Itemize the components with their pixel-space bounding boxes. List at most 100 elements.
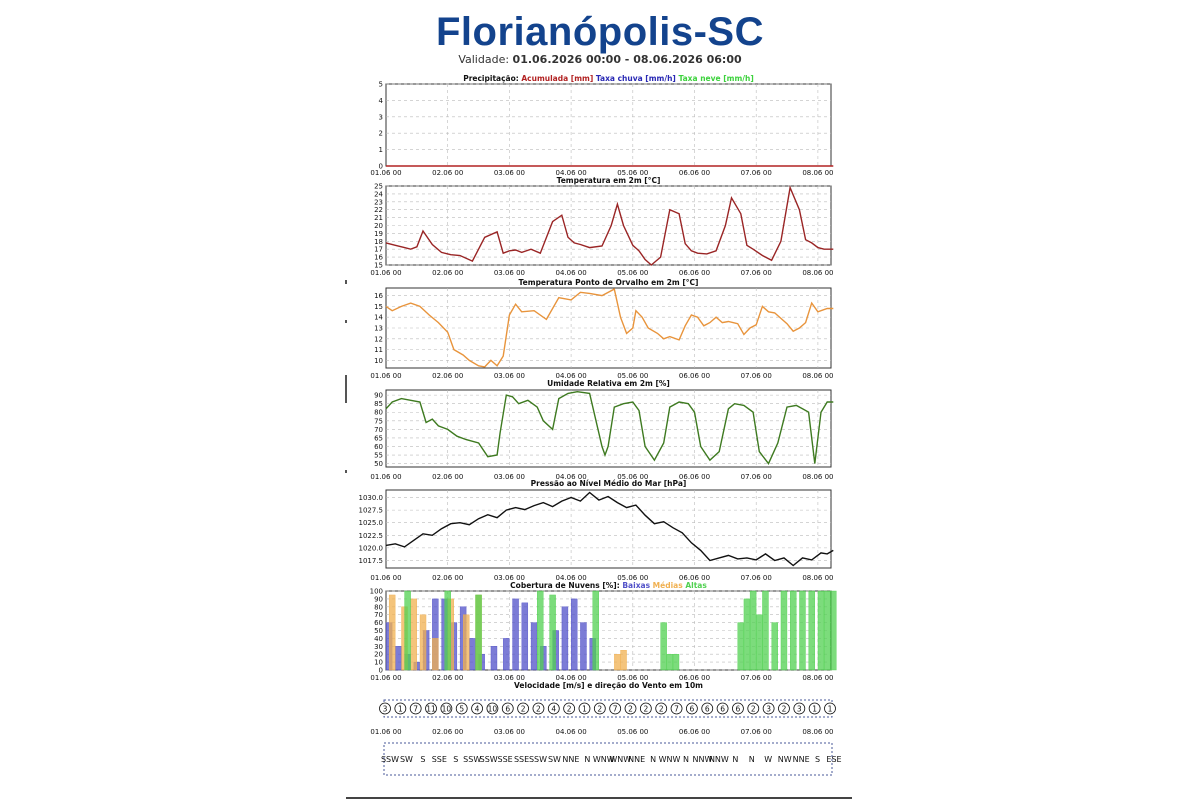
chart-title: Temperatura em 2m [°C] — [557, 176, 661, 185]
cloud-bar — [410, 598, 417, 671]
wind-speed-value: 1 — [828, 705, 833, 714]
cloud-bar — [817, 590, 825, 671]
wind-speed-value: 2 — [597, 705, 602, 714]
wind-speed-value: 1 — [812, 705, 817, 714]
wind-speed-circle — [732, 702, 744, 715]
wind-speed-value: 2 — [521, 705, 526, 714]
wind-speed-circle — [532, 702, 545, 715]
y-tick-label: 10 — [374, 357, 383, 365]
chart-title-part: Altas — [683, 581, 708, 590]
x-tick-label: 05.06 00 — [617, 728, 648, 736]
cloud-bar — [808, 590, 815, 671]
x-tick-label: 02.06 00 — [432, 269, 463, 277]
wind-direction-label: NNW — [709, 755, 729, 764]
x-tick-label: 07.06 00 — [741, 269, 772, 277]
cloud-bar — [512, 598, 519, 671]
chart-title-part: Médias — [650, 581, 683, 590]
y-tick-label: 0 — [379, 163, 383, 171]
cloud-bar — [503, 638, 510, 671]
cloud-bar — [790, 590, 797, 671]
chart-pres: Pressão ao Nível Médio do Mar [hPa] 1017.… — [359, 479, 834, 582]
wind-speed-value: 7 — [613, 705, 618, 714]
y-tick-label: 18 — [374, 238, 383, 246]
wind-speed-value: 2 — [643, 705, 648, 714]
wind-speed-value: 2 — [628, 705, 633, 714]
y-tick-label: 11 — [374, 346, 383, 354]
chart-title-part: Precipitação: — [463, 74, 521, 83]
wind-speed-value: 11 — [426, 705, 436, 714]
side-mark — [345, 280, 347, 284]
y-tick-label: 85 — [374, 400, 383, 408]
cloud-bar — [419, 614, 427, 671]
y-tick-label: 19 — [374, 230, 383, 238]
cloud-bar — [432, 638, 439, 671]
page-title: Florianópolis-SC — [436, 10, 764, 54]
x-tick-label: 04.06 00 — [556, 674, 587, 682]
wind-direction-label: WNW — [609, 755, 631, 764]
wind-speed-value: 1 — [398, 705, 403, 714]
wind-direction-label: SSE — [514, 755, 529, 764]
wind-direction-box — [383, 742, 833, 776]
validity-range: 01.06.2026 00:00 - 08.06.2026 06:00 — [512, 53, 742, 66]
cloud-bar — [395, 646, 402, 671]
wind-speed-circle — [609, 702, 622, 715]
plot-frame — [385, 83, 832, 167]
x-tick-label: 04.06 00 — [556, 574, 587, 582]
x-tick-label: 08.06 00 — [802, 269, 833, 277]
wind-speed-circle — [486, 702, 499, 715]
x-tick-label: 08.06 00 — [802, 674, 833, 682]
wind-speed-circle — [547, 702, 560, 715]
x-tick-label: 05.06 00 — [617, 473, 648, 481]
y-tick-label: 24 — [374, 190, 383, 198]
y-tick-label: 90 — [374, 392, 383, 400]
y-tick-label: 1025.0 — [359, 519, 384, 527]
y-tick-label: 10 — [374, 659, 383, 667]
chart-temp: Temperatura em 2m [°C] 151617181920212223… — [370, 176, 833, 277]
cloud-bar — [749, 590, 757, 671]
y-tick-label: 16 — [374, 292, 383, 300]
series-line — [385, 185, 834, 266]
wind-direction-label: N — [584, 755, 590, 764]
wind-direction-label: NW — [778, 755, 792, 764]
background-margin — [0, 0, 345, 800]
x-tick-label: 03.06 00 — [494, 372, 525, 380]
chart-title-part: Umidade Relativa em 2m [%] — [547, 379, 670, 388]
wind-direction-label: ESE — [826, 755, 841, 764]
side-mark — [345, 375, 347, 403]
x-tick-label: 01.06 00 — [370, 574, 401, 582]
wind-speed-circle — [394, 702, 407, 715]
wind-direction-label: NNW — [692, 755, 712, 764]
y-tick-label: 80 — [374, 603, 383, 611]
wind-direction-label: N — [732, 755, 738, 764]
cloud-bar — [469, 638, 476, 671]
y-tick-label: 30 — [374, 643, 383, 651]
y-tick-label: 15 — [374, 262, 383, 270]
y-tick-label: 22 — [374, 206, 383, 214]
y-tick-label: 17 — [374, 246, 383, 254]
cloud-bar — [592, 590, 599, 671]
cloud-bar — [444, 590, 451, 671]
chart-rh: Umidade Relativa em 2m [%] 50556065707580… — [370, 379, 833, 481]
x-tick-label: 04.06 00 — [556, 372, 587, 380]
x-tick-label: 05.06 00 — [617, 372, 648, 380]
y-tick-label: 23 — [374, 198, 383, 206]
wind-direction-label: NNE — [562, 755, 579, 764]
wind-speed-circle — [409, 702, 422, 715]
wind-speed-value: 2 — [659, 705, 664, 714]
cloud-bar — [823, 590, 831, 671]
chart-title-part: Temperatura em 2m [°C] — [557, 176, 661, 185]
wind-speed-circle — [501, 702, 514, 715]
wind-speed-value: 2 — [782, 705, 787, 714]
x-tick-label: 05.06 00 — [617, 269, 648, 277]
plot-frame — [385, 489, 832, 569]
cloud-bar — [620, 650, 627, 671]
cloud-bar — [530, 622, 538, 671]
y-tick-label: 100 — [370, 588, 383, 596]
wind-speed-value: 6 — [690, 705, 695, 714]
cloud-bar — [780, 590, 788, 671]
cloud-bar — [762, 590, 769, 671]
wind-speed-value: 10 — [488, 705, 498, 714]
wind-speed-circle — [563, 702, 576, 715]
wind-speed-value: 1 — [582, 705, 587, 714]
wind-speed-circle — [379, 702, 391, 715]
